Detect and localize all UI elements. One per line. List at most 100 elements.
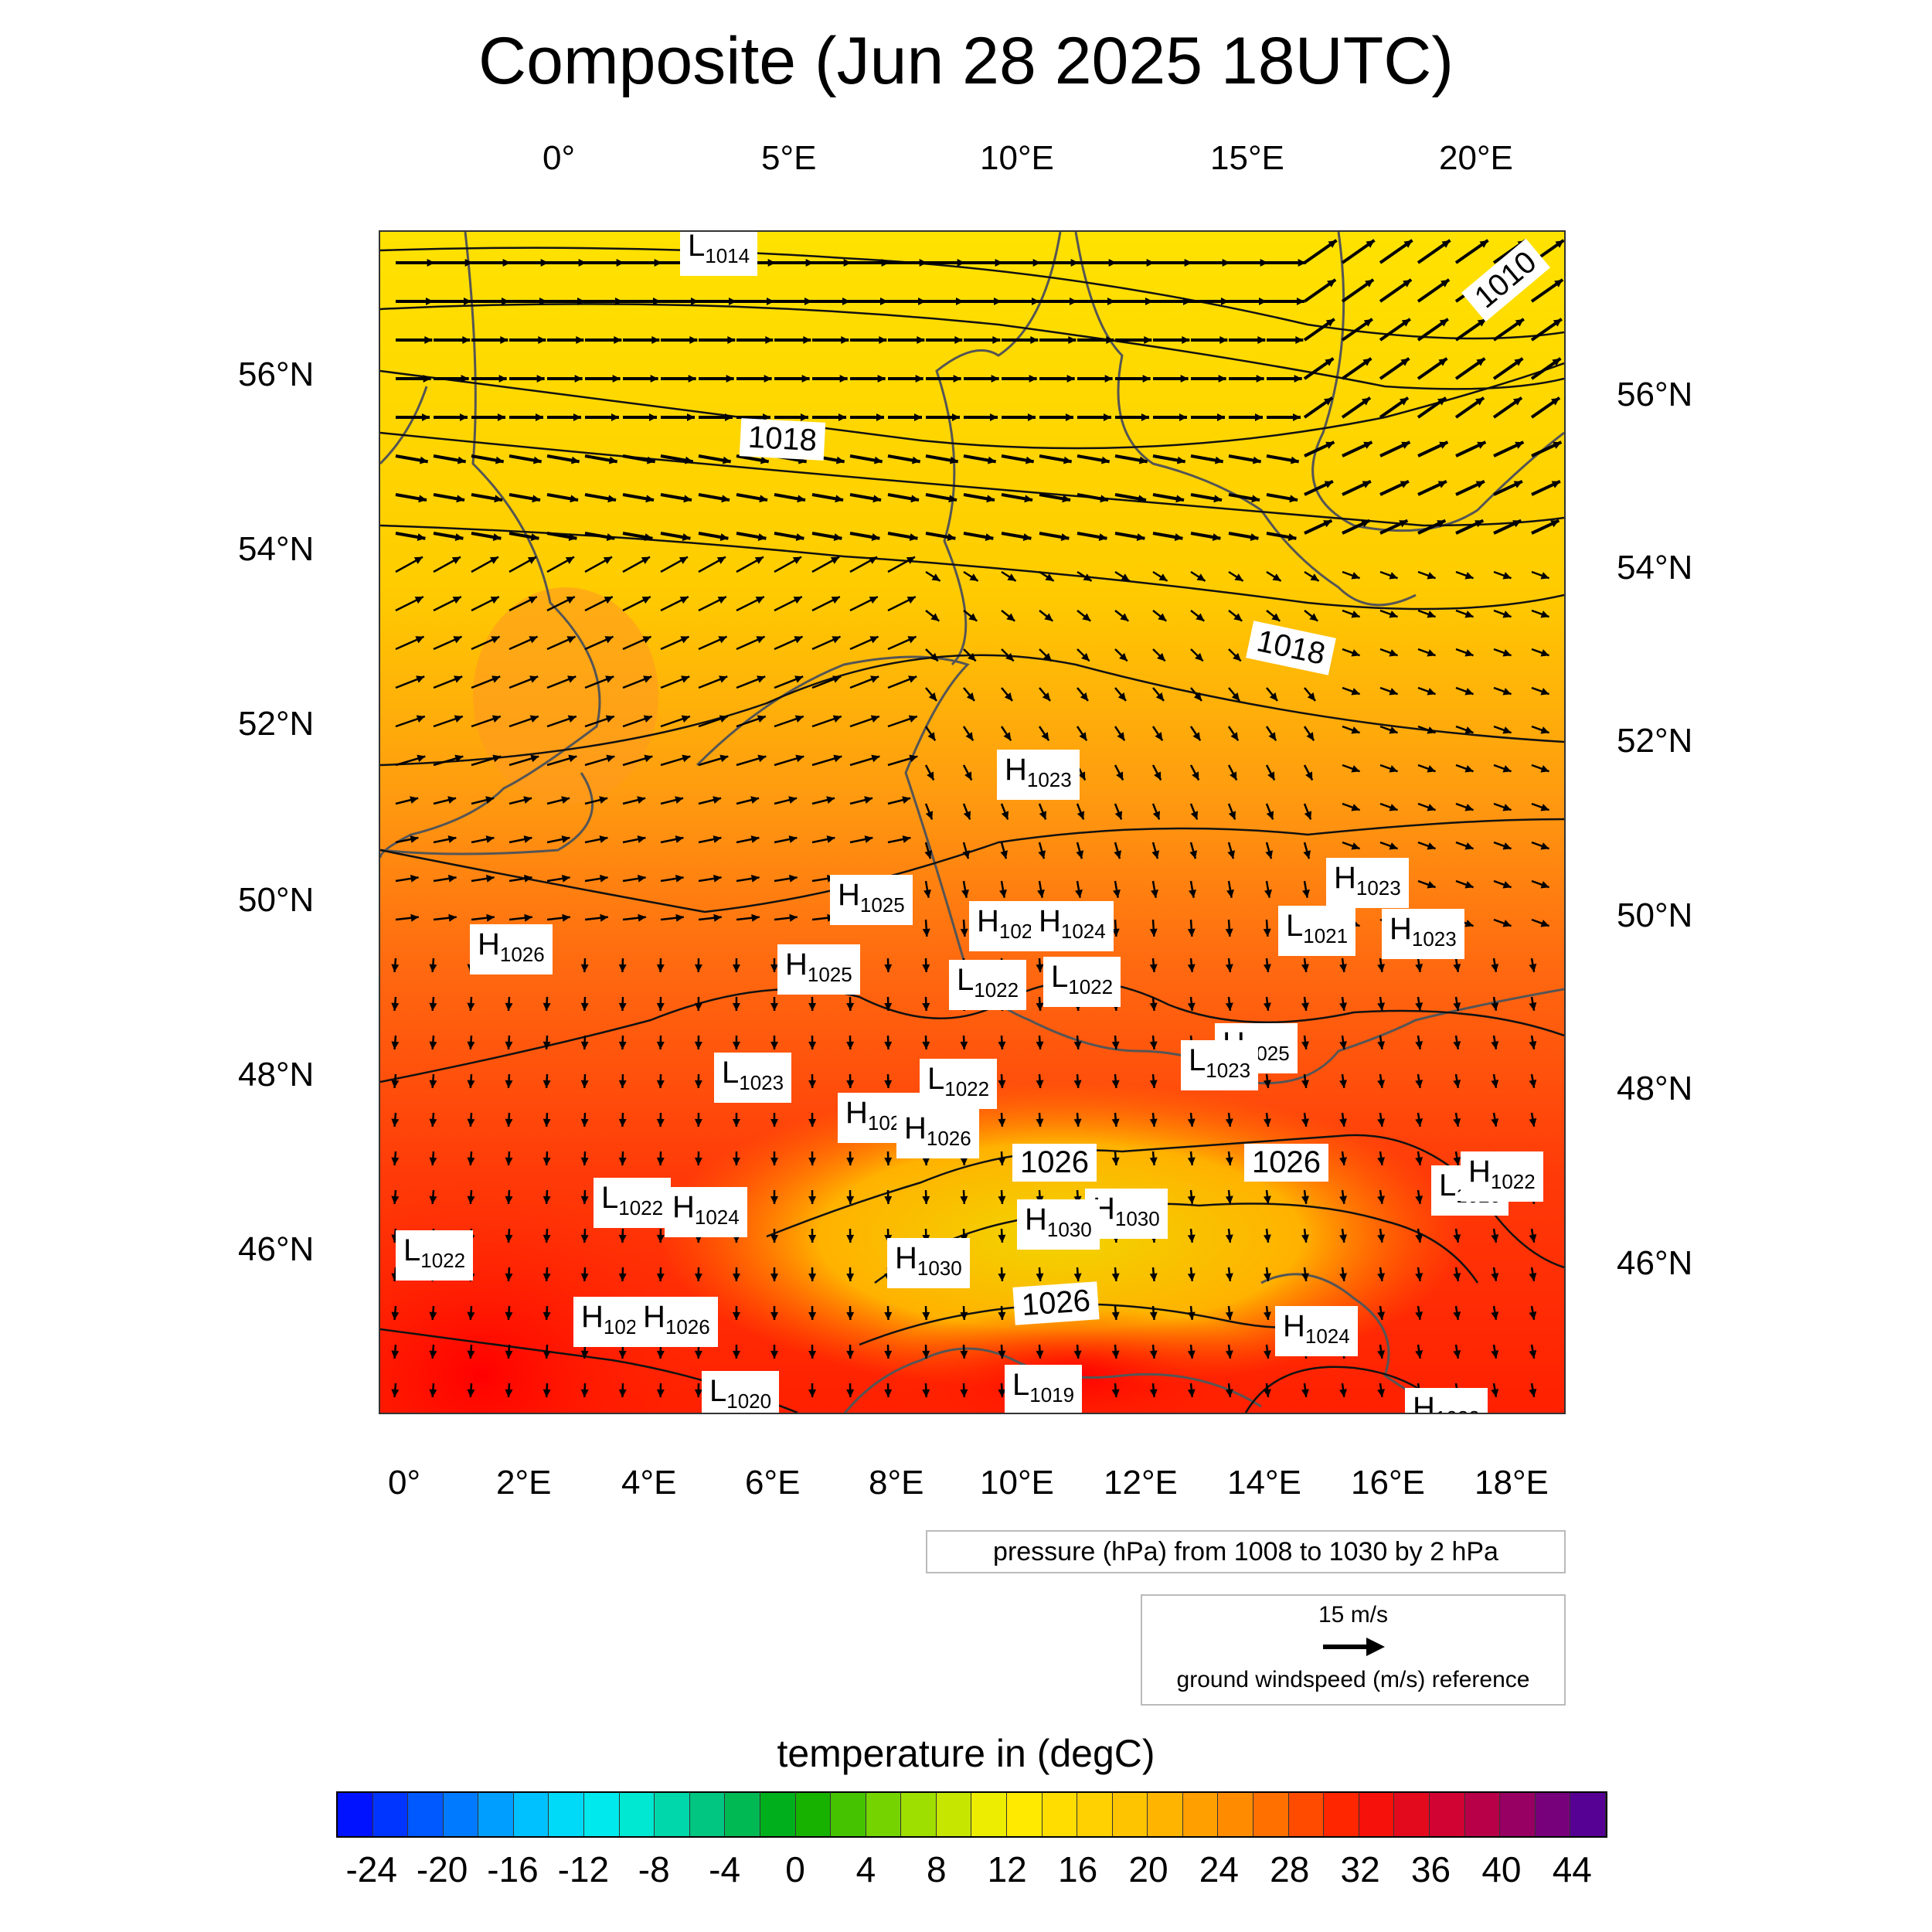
wind-arrow-head [1025, 456, 1034, 464]
wind-arrow-head [618, 1234, 627, 1243]
wind-arrow-head [687, 413, 695, 421]
wind-arrow-head [694, 1002, 702, 1011]
wind-arrow-head [1453, 1273, 1461, 1281]
wind-arrow-head [1231, 692, 1240, 701]
wind-arrow-head [1217, 413, 1225, 421]
wind-arrow-head [1036, 1350, 1044, 1359]
colorbar-segment [689, 1793, 726, 1836]
wind-arrow-head [928, 692, 937, 701]
wind-arrow-head [1234, 573, 1243, 581]
wind-arrow-head [956, 298, 964, 305]
wind-arrow-head [683, 495, 692, 503]
wind-arrow-head [606, 754, 615, 763]
wind-arrow-head [805, 259, 814, 267]
wind-arrow-head [1155, 692, 1165, 701]
map-panel[interactable]: L1014 H1023 H1023 H1025 H102 H1024 L1021 H1023 H… [379, 230, 1566, 1414]
colorbar-segment [1570, 1793, 1606, 1836]
wind-arrow-head [1149, 1389, 1158, 1397]
high-pressure-label: H1024 [1275, 1306, 1358, 1356]
wind-arrow-head [915, 375, 923, 383]
colorbar-segment [1394, 1793, 1430, 1836]
wind-arrow-head [689, 336, 698, 344]
wind-arrow-head [1427, 881, 1436, 889]
wind-arrow-head [1230, 732, 1239, 741]
wind-arrow-head [1029, 375, 1037, 383]
wind-arrow-head [679, 556, 688, 564]
wind-arrow-head [1117, 692, 1127, 701]
wind-arrow-head [1502, 842, 1512, 850]
wind-arrow-head [391, 1389, 400, 1397]
wind-arrow-head [567, 675, 577, 683]
wind-arrow-head [1176, 456, 1185, 464]
wind-arrow-head [494, 495, 503, 503]
wind-arrow-head [1540, 572, 1549, 580]
wind-arrow-head [770, 1273, 779, 1281]
wind-arrow-head [391, 1350, 400, 1359]
wind-arrow-head [529, 715, 539, 723]
wind-arrow-head [1213, 495, 1223, 503]
colorbar-segment [1359, 1793, 1395, 1836]
wind-arrow-head [1529, 1389, 1537, 1397]
wind-arrow-head [846, 1080, 855, 1088]
wind-arrow-head [1100, 495, 1109, 503]
high-pressure-label: H1022 [1461, 1151, 1543, 1202]
temperature-colorbar [336, 1791, 1607, 1838]
isobar-label: 1018 [739, 418, 826, 461]
wind-arrow-head [1225, 1157, 1233, 1165]
top-lon-label: 15°E [1210, 139, 1284, 177]
wind-arrow-head [998, 1080, 1006, 1088]
low-pressure-label: L1022 [1043, 957, 1121, 1007]
wind-arrow-head [429, 964, 437, 972]
wind-arrow-head [719, 754, 729, 763]
wind-arrow-head [990, 413, 998, 421]
wind-arrow-head [930, 613, 940, 621]
wind-arrow-head [1301, 1080, 1309, 1088]
wind-arrow-head [726, 375, 734, 383]
wind-arrow-head [1263, 1273, 1271, 1281]
wind-arrow-head [580, 1234, 589, 1243]
wind-arrow-head [846, 1234, 855, 1243]
wind-arrow-head [1339, 1041, 1347, 1049]
wind-arrow-head [1512, 520, 1522, 528]
wind-arrow-head [757, 754, 767, 763]
wind-arrow-head [721, 495, 730, 503]
wind-arrow-head [391, 1118, 400, 1127]
wind-arrow-head [1036, 1002, 1044, 1011]
wind-arrow-head [1307, 692, 1316, 701]
wind-arrow-head [1301, 1002, 1309, 1011]
wind-arrow-head [539, 298, 547, 305]
wind-arrow-head [1036, 964, 1044, 972]
wind-arrow-head [492, 675, 501, 683]
wind-arrow-head [732, 1157, 740, 1165]
colorbar-segment [1112, 1793, 1148, 1836]
wind-arrow-head [1003, 732, 1012, 741]
colorbar-segment [901, 1793, 937, 1836]
wind-arrow-head [1351, 611, 1360, 618]
bottom-lon-label: 14°E [1227, 1464, 1301, 1502]
wind-arrow-head [505, 1389, 513, 1397]
wind-arrow-head [1116, 771, 1124, 781]
wind-arrow-head [1079, 732, 1087, 741]
wind-arrow-head [1107, 298, 1115, 305]
wind-arrow-head [1121, 573, 1130, 581]
wind-arrow-head [1427, 688, 1436, 696]
wind-arrow-head [1339, 1002, 1347, 1011]
wind-arrow-head [924, 850, 933, 859]
wind-arrow-head [1400, 481, 1409, 488]
colorbar-segment [1253, 1793, 1289, 1836]
wind-arrow-head [1189, 850, 1198, 859]
wind-arrow-head [1287, 533, 1297, 541]
wind-arrow-head [998, 1118, 1006, 1127]
wind-arrow-head [528, 597, 537, 604]
low-pressure-label: L1022 [920, 1059, 998, 1109]
wind-arrow-head [846, 1041, 855, 1049]
wind-arrow-head [1377, 1350, 1386, 1359]
wind-arrow-head [1339, 1157, 1347, 1165]
wind-arrow-head [1193, 692, 1202, 701]
wind-arrow-head [1502, 804, 1512, 811]
wind-arrow-head [1187, 1389, 1196, 1397]
wind-arrow-head [968, 613, 978, 621]
wind-arrow-head [1512, 397, 1522, 406]
right-lat-label: 54°N [1617, 549, 1693, 587]
wind-arrow-head [1196, 613, 1205, 621]
